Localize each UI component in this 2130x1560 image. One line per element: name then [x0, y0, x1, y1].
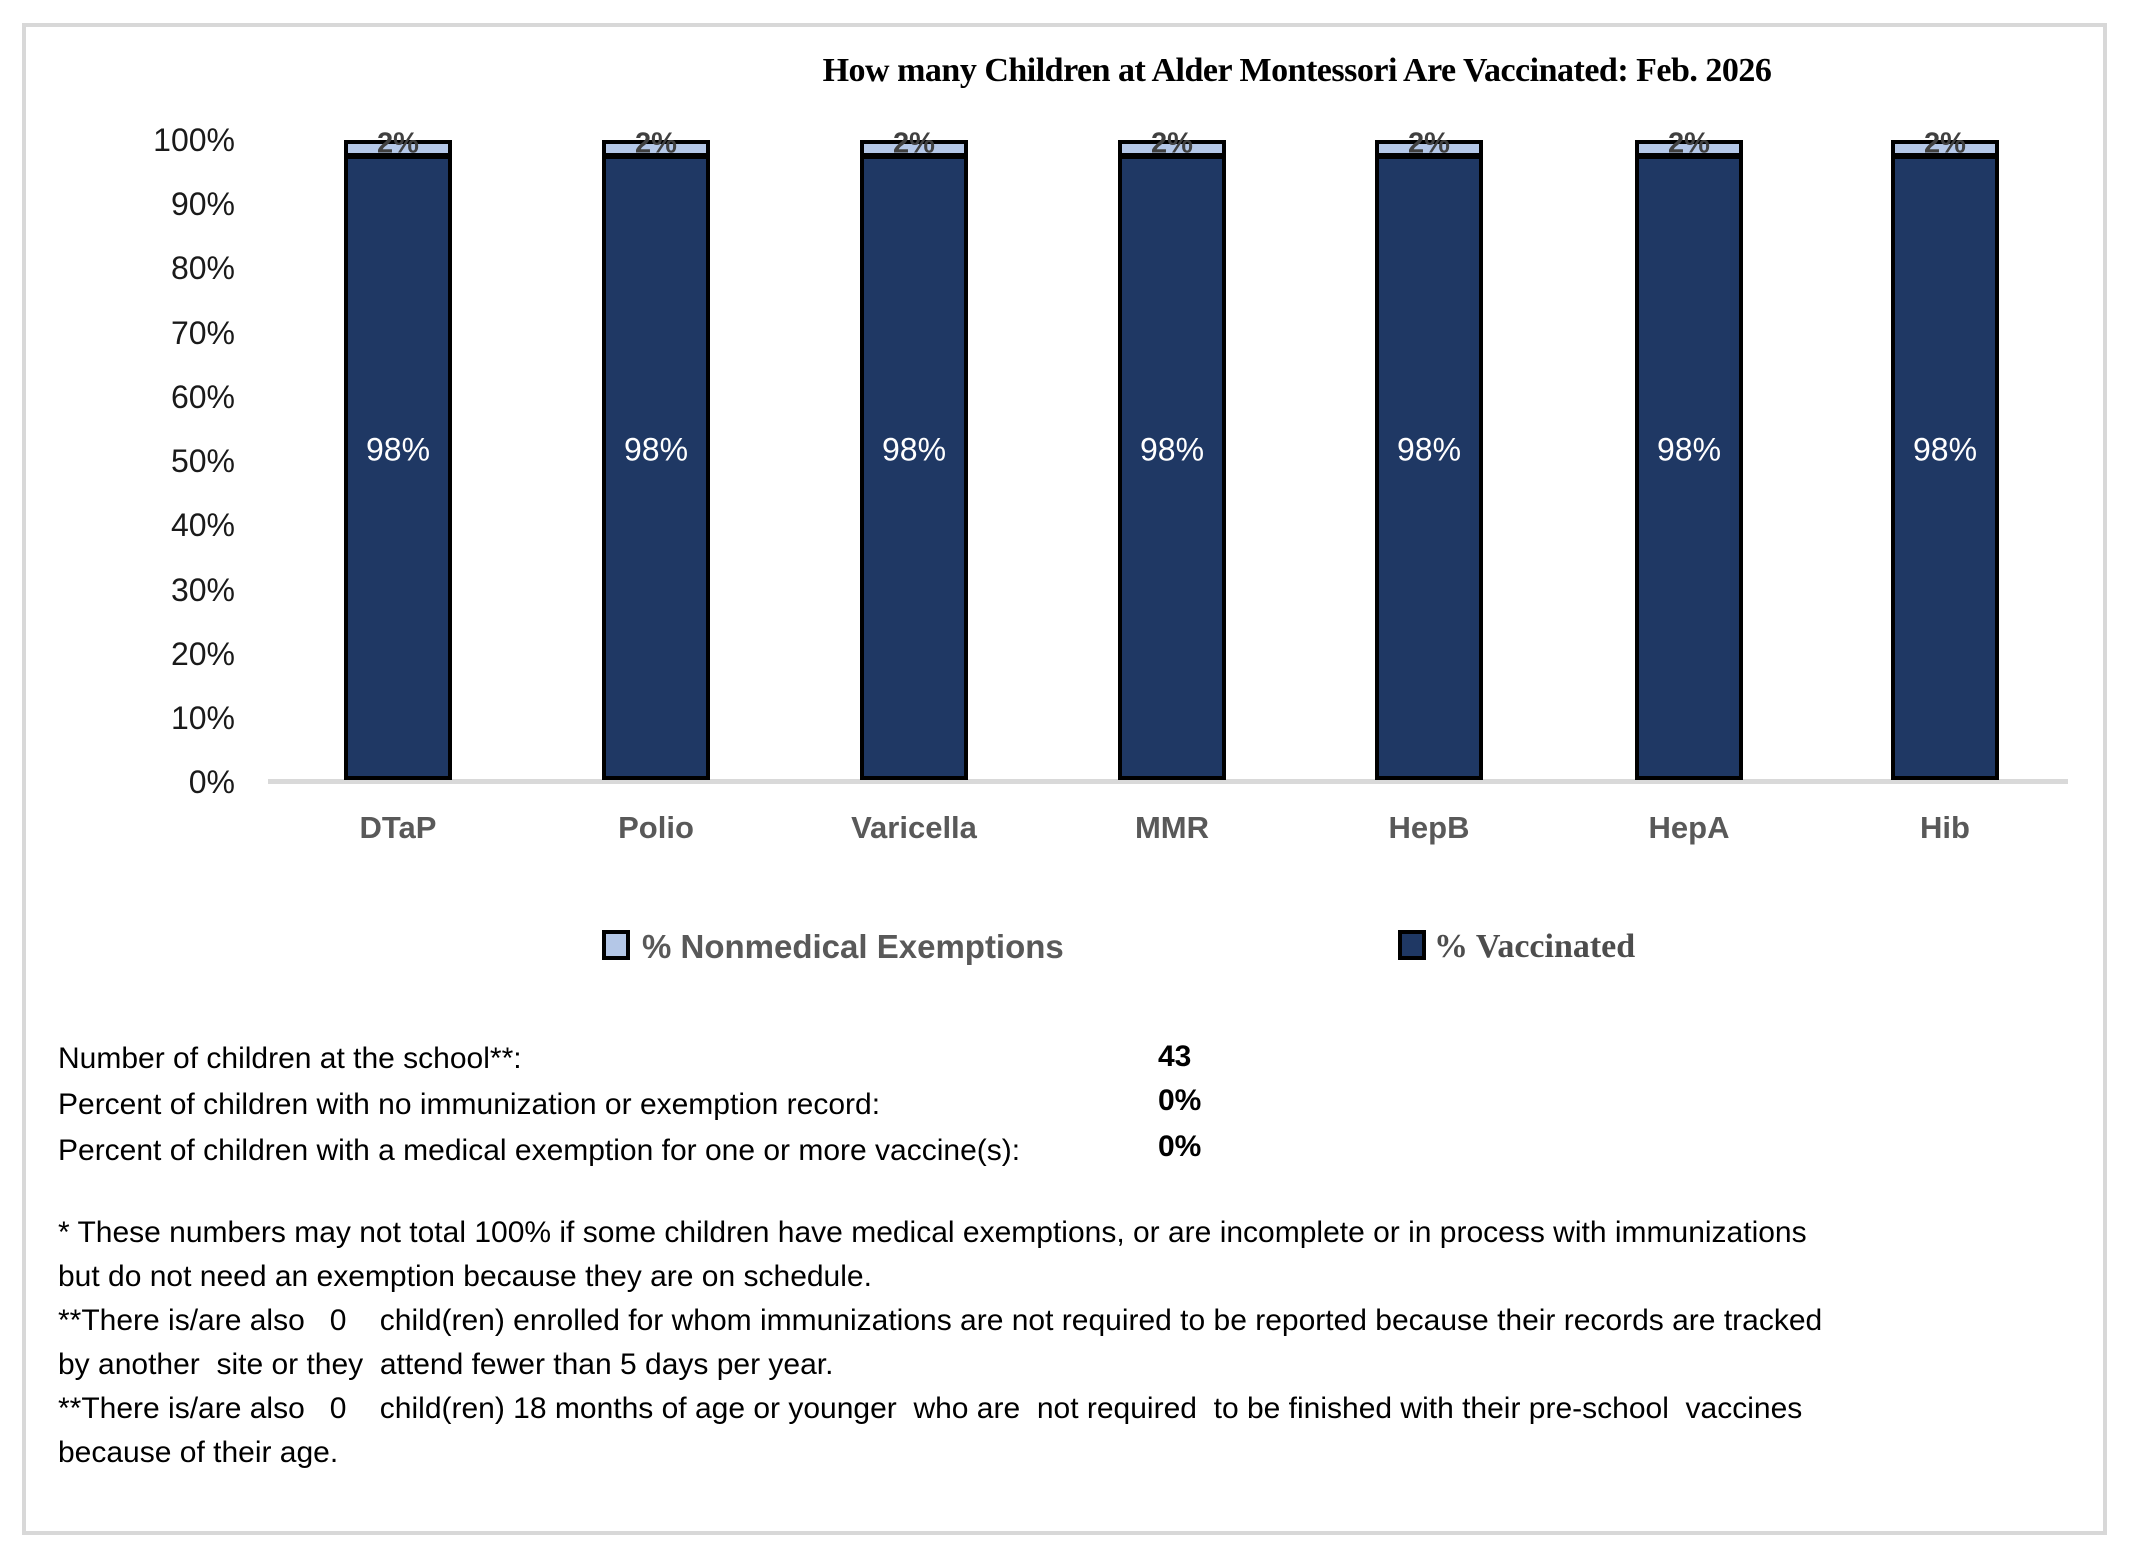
legend-swatch-nonmedical-exemptions — [602, 930, 630, 960]
chart-title: How many Children at Alder Montessori Ar… — [822, 52, 1772, 89]
bar-hib-exemption-value: 2% — [1924, 127, 1966, 160]
bar-hepa-exemption-value: 2% — [1668, 127, 1710, 160]
x-axis-label-dtap: DTaP — [359, 810, 437, 845]
y-axis-tick-50: 50% — [170, 443, 235, 479]
bar-hib-vaccinated-value: 98% — [1912, 431, 1978, 468]
bar-hepb: 2% 98% — [1375, 128, 1483, 780]
bar-polio-vaccinated-segment — [602, 155, 710, 780]
legend-label-vaccinated: % Vaccinated — [1434, 928, 1636, 965]
legend-swatch-vaccinated — [1398, 930, 1426, 960]
bar-polio-vaccinated-value: 98% — [623, 431, 689, 468]
y-axis-tick-80: 80% — [170, 250, 235, 286]
bar-hepb-vaccinated-value: 98% — [1396, 431, 1462, 468]
y-axis-tick-10: 10% — [170, 700, 235, 736]
bar-hib: 2% 98% — [1891, 128, 1999, 780]
x-axis-label-varicella: Varicella — [851, 810, 977, 845]
bar-hepa-vaccinated-value: 98% — [1656, 431, 1722, 468]
y-axis-tick-0: 0% — [188, 764, 235, 800]
bar-dtap-vaccinated-segment — [344, 155, 452, 780]
stat-value-number-of-children: 43 — [1158, 1040, 1192, 1073]
bar-hib-vaccinated-segment — [1891, 155, 1999, 780]
bar-mmr-vaccinated-segment — [1118, 155, 1226, 780]
x-axis-line — [268, 779, 2068, 784]
bar-polio: 2% 98% — [602, 128, 710, 780]
stat-label-number-of-children: Number of children at the school**: — [58, 1042, 522, 1075]
y-axis-tick-20: 20% — [170, 636, 235, 672]
bar-varicella-exemption-value: 2% — [893, 127, 935, 160]
bar-hepb-exemption-value: 2% — [1408, 127, 1450, 160]
footnote-line-3: **There is/are also 0 child(ren) enrolle… — [58, 1304, 1823, 1337]
bar-hepa: 2% 98% — [1635, 128, 1743, 780]
y-axis-tick-30: 30% — [170, 572, 235, 608]
bar-polio-exemption-value: 2% — [635, 127, 677, 160]
bar-dtap-exemption-value: 2% — [377, 127, 419, 160]
footnote-line-5: **There is/are also 0 child(ren) 18 mont… — [58, 1392, 1803, 1425]
bar-varicella-vaccinated-value: 98% — [881, 431, 947, 468]
bar-dtap: 2% 98% — [344, 128, 452, 780]
stat-value-medical-exemption: 0% — [1158, 1130, 1202, 1163]
x-axis-label-hib: Hib — [1920, 810, 1970, 845]
footnote-line-2: but do not need an exemption because the… — [58, 1260, 872, 1293]
y-axis-tick-100: 100% — [153, 122, 235, 158]
x-axis-label-hepb: HepB — [1388, 810, 1470, 845]
y-axis-tick-60: 60% — [170, 379, 235, 415]
bar-mmr: 2% 98% — [1118, 128, 1226, 780]
bar-hepa-vaccinated-segment — [1635, 155, 1743, 780]
stat-value-no-record: 0% — [1158, 1084, 1202, 1117]
legend-label-nonmedical-exemptions: % Nonmedical Exemptions — [642, 928, 1064, 965]
bar-mmr-vaccinated-value: 98% — [1139, 431, 1205, 468]
x-axis-label-hepa: HepA — [1648, 810, 1730, 845]
bar-dtap-vaccinated-value: 98% — [365, 431, 431, 468]
y-axis-tick-90: 90% — [170, 186, 235, 222]
footnote-line-1: * These numbers may not total 100% if so… — [58, 1216, 1807, 1249]
bar-varicella: 2% 98% — [860, 128, 968, 780]
y-axis-tick-70: 70% — [170, 315, 235, 351]
footnote-line-6: because of their age. — [58, 1436, 339, 1469]
stat-label-medical-exemption: Percent of children with a medical exemp… — [58, 1134, 1021, 1167]
stat-label-no-record: Percent of children with no immunization… — [58, 1088, 881, 1121]
bar-hepb-vaccinated-segment — [1375, 155, 1483, 780]
x-axis-label-polio: Polio — [618, 810, 694, 845]
y-axis-tick-40: 40% — [170, 507, 235, 543]
x-axis-label-mmr: MMR — [1134, 810, 1210, 845]
bar-mmr-exemption-value: 2% — [1151, 127, 1193, 160]
footnote-line-4: by another site or they attend fewer tha… — [58, 1348, 834, 1381]
bar-varicella-vaccinated-segment — [860, 155, 968, 780]
